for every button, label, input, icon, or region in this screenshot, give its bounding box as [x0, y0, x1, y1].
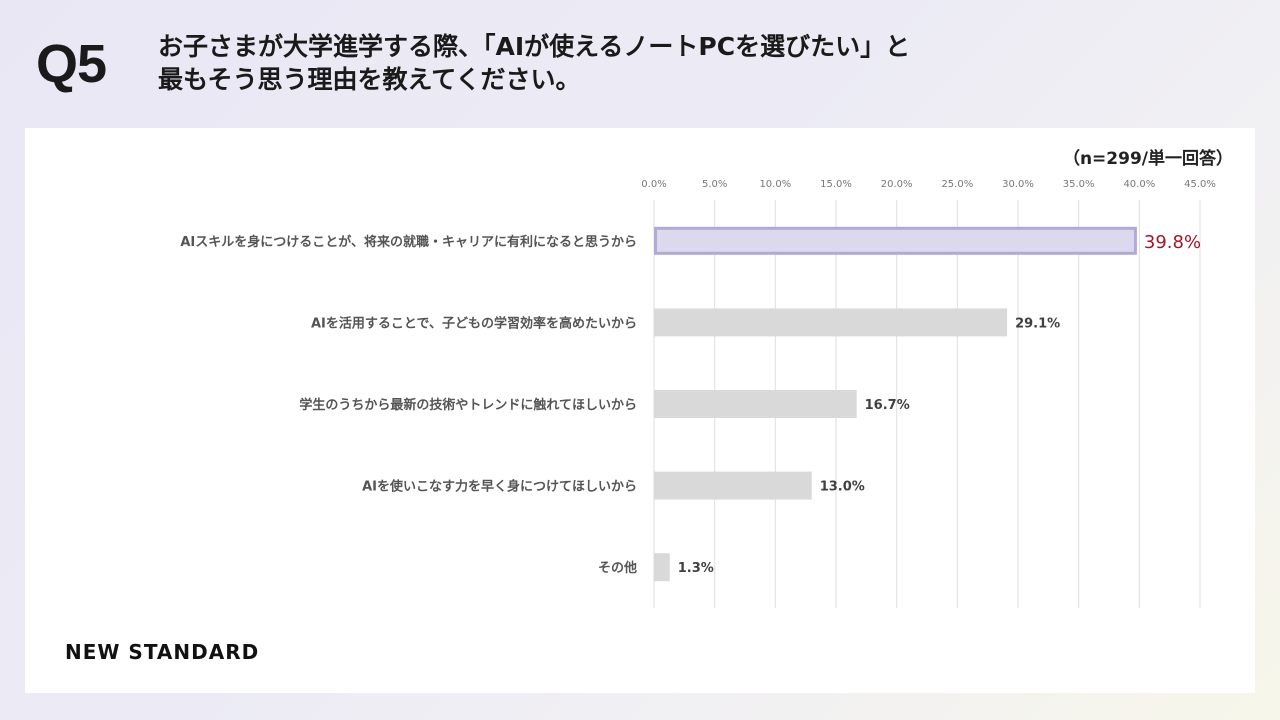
category-label: AIスキルを身につけることが、将来の就職・キャリアに有利になると思うから: [180, 234, 637, 250]
category-label: AIを活用することで、子どもの学習効率を高めたいから: [311, 315, 637, 331]
x-tick-label: 15.0%: [820, 179, 852, 190]
x-tick-label: 20.0%: [881, 179, 913, 190]
brand-logo: NEW STANDARD: [65, 640, 260, 664]
data-label: 16.7%: [865, 398, 910, 413]
chart-panel: （n=299/単一回答） 0.0% 5.0% 10.0% 15.0% 20.0% 25.0…: [25, 128, 1255, 693]
x-tick-label: 25.0%: [941, 179, 973, 190]
x-tick-label: 40.0%: [1123, 179, 1155, 190]
question-title-line-1: お子さまが大学進学する際、「AIが使えるノートPCを選びたい」と: [158, 32, 911, 61]
x-tick-label: 45.0%: [1184, 179, 1216, 190]
x-tick-label: 0.0%: [641, 179, 666, 190]
category-label: 学生のうちから最新の技術やトレンドに触れてほしいから: [299, 397, 637, 413]
sample-size-note: （n=299/単一回答）: [1062, 149, 1233, 169]
bar-chart: 0.0% 5.0% 10.0% 15.0% 20.0% 25.0% 30.0% 35.0% 40…: [180, 179, 1216, 608]
data-label: 39.8%: [1144, 232, 1201, 253]
question-title: お子さまが大学進学する際、「AIが使えるノートPCを選びたい」と 最もそう思う理…: [158, 30, 1038, 96]
question-title-line-2: 最もそう思う理由を教えてください。: [158, 65, 581, 94]
bar: [654, 308, 1008, 337]
bar: [654, 390, 857, 418]
x-tick-label: 5.0%: [702, 179, 727, 190]
bar: [654, 226, 1137, 255]
data-label: 1.3%: [678, 561, 714, 576]
bar: [654, 553, 670, 582]
question-number: Q5: [36, 34, 107, 94]
x-tick-label: 35.0%: [1063, 179, 1095, 190]
category-label: AIを使いこなす力を早く身につけてほしいから: [362, 479, 637, 495]
data-label: 13.0%: [820, 480, 865, 495]
category-label: その他: [598, 560, 637, 576]
bar: [654, 471, 812, 500]
data-label: 29.1%: [1015, 316, 1060, 331]
x-tick-label: 30.0%: [1002, 179, 1034, 190]
x-tick-label: 10.0%: [759, 179, 791, 190]
